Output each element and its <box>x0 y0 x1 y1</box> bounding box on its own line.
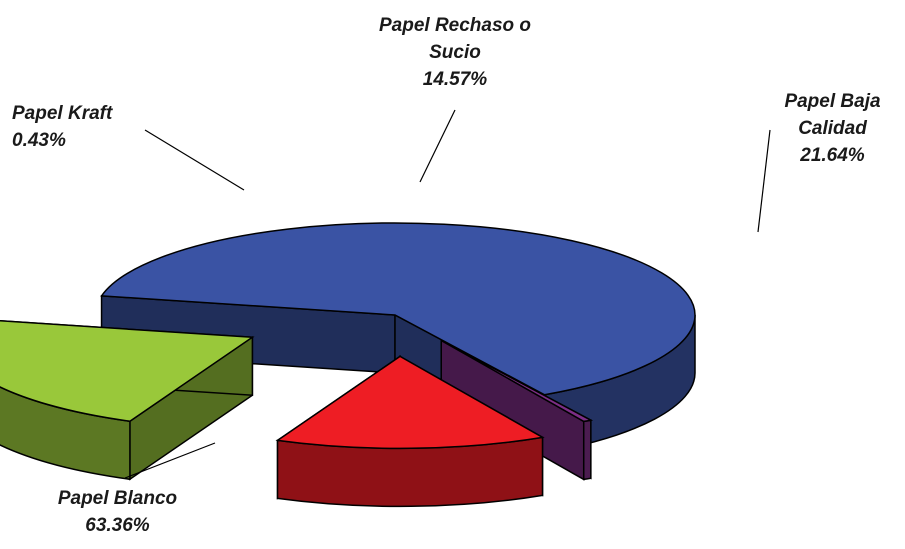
pie-slice-kraft <box>440 339 594 481</box>
slice-top-blanco <box>100 222 696 396</box>
slice-label-baja: Papel Baja Calidad 21.64% <box>770 88 895 169</box>
leader-line-blanco <box>124 442 216 479</box>
slice-rim-kraft-0 <box>582 419 592 481</box>
leader-line-rechaso <box>419 109 456 183</box>
slice-percent-rechaso: 14.57% <box>422 69 488 90</box>
slice-name-rechaso: Papel Rechaso o Sucio <box>378 15 532 63</box>
slice-name-kraft: Papel Kraft <box>12 103 113 124</box>
slice-top-rechaso <box>275 355 545 450</box>
slice-label-kraft: Papel Kraft 0.43% <box>12 100 112 154</box>
leader-line-baja <box>757 129 771 233</box>
pie-slice-rechaso <box>275 354 545 508</box>
slice-top-kraft <box>440 339 594 423</box>
slice-percent-baja: 21.64% <box>800 145 865 166</box>
slice-name-blanco: Papel Blanco <box>57 488 178 509</box>
slice-label-blanco: Papel Blanco 63.36% <box>45 485 190 539</box>
leader-line-kraft <box>144 129 245 191</box>
pie-slice-baja <box>0 320 255 481</box>
slice-percent-blanco: 63.36% <box>85 515 150 536</box>
slice-label-rechaso: Papel Rechaso o Sucio 14.57% <box>340 12 570 93</box>
slice-name-baja: Papel Baja Calidad <box>784 91 881 139</box>
slice-top-baja <box>0 320 255 423</box>
slice-percent-kraft: 0.43% <box>12 130 66 151</box>
